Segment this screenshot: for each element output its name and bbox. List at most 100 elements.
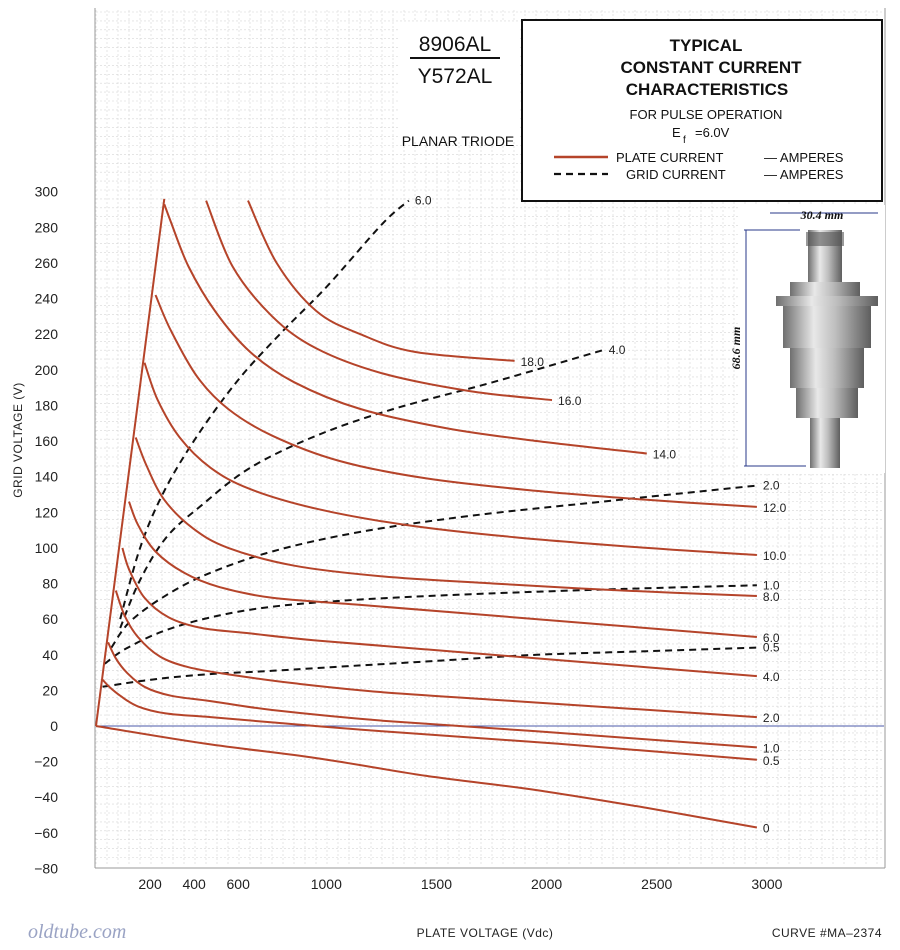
grid-current-curve-0-5 — [102, 646, 757, 688]
x-tick-label: 200 — [138, 876, 162, 892]
plate-current-curve-2-0 — [114, 590, 757, 719]
x-tick-label: 1500 — [421, 876, 452, 892]
watermark-oldtube: oldtube.com — [28, 921, 126, 943]
y-tick-label: 100 — [35, 540, 59, 556]
x-tick-label: 2500 — [641, 876, 672, 892]
curve-number: CURVE #MA–2374 — [772, 926, 882, 940]
tube-type: PLANAR TRIODE — [402, 133, 515, 149]
legend-filament-value: =6.0V — [695, 125, 730, 140]
plate-curve-label-12-0: 12.0 — [763, 501, 787, 515]
y-tick-label: 120 — [35, 504, 59, 520]
legend-title-3: CHARACTERISTICS — [626, 80, 788, 99]
legend-plate-label: PLATE CURRENT — [616, 150, 723, 165]
tube-photo: 30.4 mm 68.6 mm — [729, 205, 885, 473]
y-tick-label: 0 — [50, 718, 58, 734]
tube-knurl — [806, 232, 844, 246]
plate-curve-label-18-0: 18.0 — [521, 355, 545, 369]
grid-current-curves — [102, 199, 758, 688]
grid-current-curve-1-0 — [104, 584, 757, 665]
tube-pin — [810, 418, 840, 468]
y-tick-label: 60 — [42, 611, 58, 627]
plate-curve-label-0-5: 0.5 — [763, 754, 780, 768]
grid-curve-label-6-0: 6.0 — [415, 194, 432, 208]
plate-current-curve-boundary — [95, 198, 166, 727]
legend: TYPICAL CONSTANT CURRENT CHARACTERISTICS… — [521, 19, 883, 202]
grid-current-curve-2-0 — [110, 484, 758, 649]
y-axis-title: GRID VOLTAGE (V) — [11, 382, 25, 498]
y-tick-label: 140 — [35, 469, 59, 485]
tube-ceramic — [790, 348, 864, 388]
plate-current-curve-0-5 — [101, 679, 757, 761]
tube-flange — [776, 296, 878, 306]
plate-current-curve-10-0 — [143, 362, 757, 556]
tube-lower-ring — [796, 388, 858, 418]
plate-current-curve-1-0 — [107, 641, 757, 749]
grid-current-curve-4-0 — [119, 349, 603, 629]
y-tick-label: 220 — [35, 326, 59, 342]
plate-current-curve-8-0 — [134, 437, 757, 597]
plate-current-curve-18-0 — [247, 200, 515, 362]
legend-filament-symbol: E — [672, 125, 681, 140]
height-label: 68.6 mm — [729, 327, 743, 370]
part-number-alt: Y572AL — [418, 65, 493, 88]
plate-curve-label-0: 0 — [763, 822, 770, 836]
plate-curve-label-16-0: 16.0 — [558, 394, 582, 408]
y-tick-label: 200 — [35, 362, 59, 378]
x-tick-label: 2000 — [531, 876, 562, 892]
grid-current-curve-6-0 — [119, 199, 410, 620]
plate-current-curve-0 — [95, 725, 758, 829]
y-tick-label: 20 — [42, 682, 58, 698]
plate-current-curve-6-0 — [128, 501, 757, 638]
legend-title-1: TYPICAL — [670, 36, 743, 55]
plate-curve-label-8-0: 8.0 — [763, 590, 780, 604]
plate-current-curve-14-0 — [163, 203, 647, 455]
plate-curve-label-6-0: 6.0 — [763, 631, 780, 645]
plate-current-curve-4-0 — [121, 547, 757, 678]
y-axis-ticks: 3002802602402202001801601401201008060402… — [34, 184, 58, 877]
grid-curve-label-0-5: 0.5 — [763, 641, 780, 655]
legend-grid-unit: — AMPERES — [764, 167, 844, 182]
y-tick-label: −60 — [34, 825, 58, 841]
x-tick-label: 1000 — [311, 876, 342, 892]
y-tick-label: −20 — [34, 754, 58, 770]
part-number: 8906AL — [419, 33, 491, 56]
y-tick-label: −40 — [34, 789, 58, 805]
x-tick-label: 3000 — [751, 876, 782, 892]
plate-curve-label-4-0: 4.0 — [763, 670, 780, 684]
x-axis-ticks: 200 400 600 1000 1500 2000 2500 3000 — [138, 876, 782, 892]
y-tick-label: 280 — [35, 219, 59, 235]
diameter-label: 30.4 mm — [800, 208, 844, 222]
y-tick-label: 240 — [35, 291, 59, 307]
part-number-backdrop — [400, 22, 518, 142]
y-tick-label: 80 — [42, 576, 58, 592]
legend-filament-sub: f — [683, 135, 686, 146]
plate-current-curve-12-0 — [154, 294, 757, 508]
grid-curve-label-2-0: 2.0 — [763, 479, 780, 493]
tube-upper-collar — [790, 282, 860, 296]
x-tick-label: 400 — [182, 876, 206, 892]
x-axis-title: PLATE VOLTAGE (Vdc) — [417, 926, 554, 940]
plate-curve-label-2-0: 2.0 — [763, 711, 780, 725]
grid-curve-label-1-0: 1.0 — [763, 578, 780, 592]
grid-curve-label-4-0: 4.0 — [609, 343, 626, 357]
legend-grid-label: GRID CURRENT — [626, 167, 726, 182]
legend-plate-unit: — AMPERES — [764, 150, 844, 165]
curve-labels: 6.04.02.01.00.518.016.014.012.010.08.06.… — [415, 194, 787, 836]
y-tick-label: 40 — [42, 647, 58, 663]
plate-current-curve-16-0 — [205, 200, 553, 402]
y-tick-label: 300 — [35, 184, 59, 200]
legend-frame — [521, 19, 883, 202]
y-tick-label: −80 — [34, 860, 58, 876]
plate-curve-label-10-0: 10.0 — [763, 549, 787, 563]
legend-operation: FOR PULSE OPERATION — [630, 107, 783, 122]
tube-body — [783, 306, 871, 348]
y-tick-label: 160 — [35, 433, 59, 449]
plate-curve-label-1-0: 1.0 — [763, 741, 780, 755]
plate-curve-label-14-0: 14.0 — [653, 448, 677, 462]
plate-current-curves — [95, 198, 758, 829]
legend-title-2: CONSTANT CURRENT — [620, 58, 802, 77]
x-tick-label: 600 — [227, 876, 251, 892]
y-tick-label: 180 — [35, 397, 59, 413]
y-tick-label: 260 — [35, 255, 59, 271]
